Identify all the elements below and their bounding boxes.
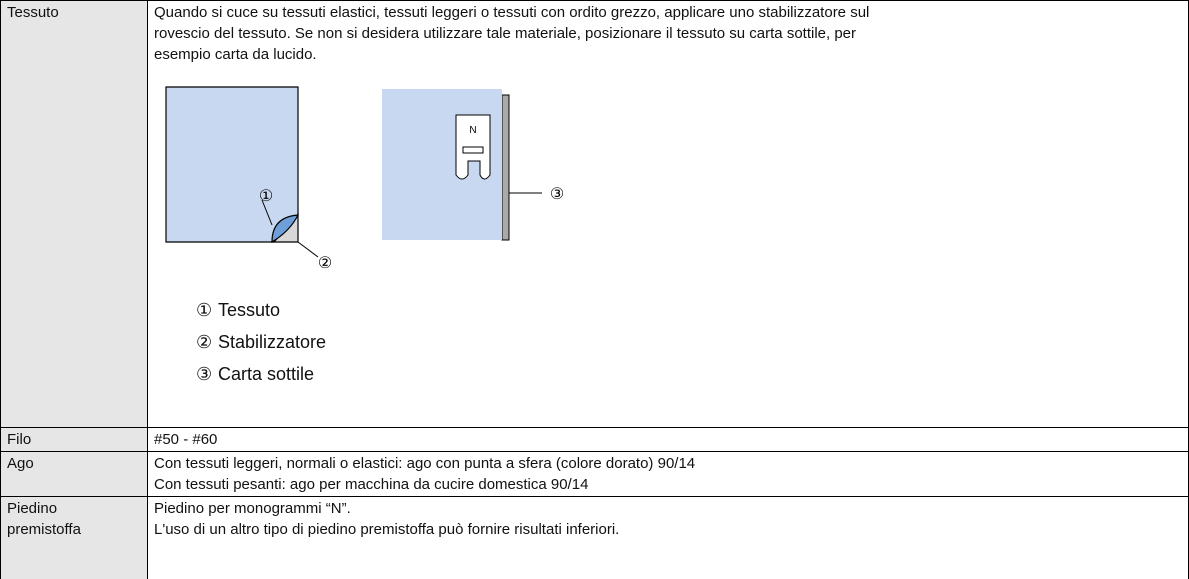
fabric-sheet <box>165 86 300 244</box>
text-line: Con tessuti pesanti: ago per macchina da… <box>154 476 589 493</box>
legend-text: Stabilizzatore <box>218 332 327 352</box>
table-row: Filo #50 - #60 <box>0 427 1189 452</box>
row-label: Filo <box>0 427 148 452</box>
legend-text: Tessuto <box>218 300 281 320</box>
row-content: #50 - #60 <box>147 427 1189 452</box>
label-line: Filo <box>7 431 32 448</box>
leader <box>261 199 273 226</box>
text-line: esempio carta da lucido. <box>154 46 317 63</box>
callout: ② <box>318 255 332 272</box>
text-line: rovescio del tessuto. Se non si desidera… <box>154 25 857 42</box>
label-line: premistoffa <box>7 521 81 538</box>
text-line: #50 - #60 <box>154 431 218 448</box>
legend-marker: ① <box>196 300 213 320</box>
row-label: Piedino premistoffa <box>0 496 148 579</box>
label-line: Piedino <box>7 500 58 517</box>
legend-item: ② Stabilizzatore <box>196 326 1182 358</box>
table-row: Piedino premistoffa Piedino per monogrammi… <box>0 496 1189 579</box>
legend-marker: ③ <box>196 364 213 384</box>
row-content: Quando si cuce su tessuti elastici, tess… <box>147 0 1189 428</box>
legend-item: ③ Carta sottile <box>196 358 1182 390</box>
callout: ① <box>259 188 273 205</box>
figure: ① ② ③ N <box>165 86 564 272</box>
label-line: Tessuto <box>7 4 59 21</box>
presser-foot <box>455 114 491 180</box>
legend-marker: ② <box>196 332 213 352</box>
legend-item: ① Tessuto <box>196 294 1182 326</box>
text-line: Quando si cuce su tessuti elastici, tess… <box>154 4 870 21</box>
row-content: Con tessuti leggeri, normali o elastici:… <box>147 451 1189 497</box>
table-row: Tessuto Quando si cuce su tessuti elastic… <box>0 0 1189 428</box>
legend-text: Carta sottile <box>218 364 315 384</box>
row-label: Ago <box>0 451 148 497</box>
text-line: Con tessuti leggeri, normali o elastici:… <box>154 455 696 472</box>
label-line: Ago <box>7 455 34 472</box>
callout: N <box>469 125 476 136</box>
table-row: Ago Con tessuti leggeri, normali o elasti… <box>0 451 1189 497</box>
row-label: Tessuto <box>0 0 148 428</box>
leader <box>297 241 319 258</box>
row-content: Piedino per monogrammi “N”. L'uso di un a… <box>147 496 1189 579</box>
text-line: Piedino per monogrammi “N”. <box>154 500 351 517</box>
callout: ③ <box>550 186 564 203</box>
text-line: L'uso di un altro tipo di piedino premis… <box>154 521 620 538</box>
legend: ① Tessuto ② Stabilizzatore ③ Carta sottile <box>196 294 1182 390</box>
